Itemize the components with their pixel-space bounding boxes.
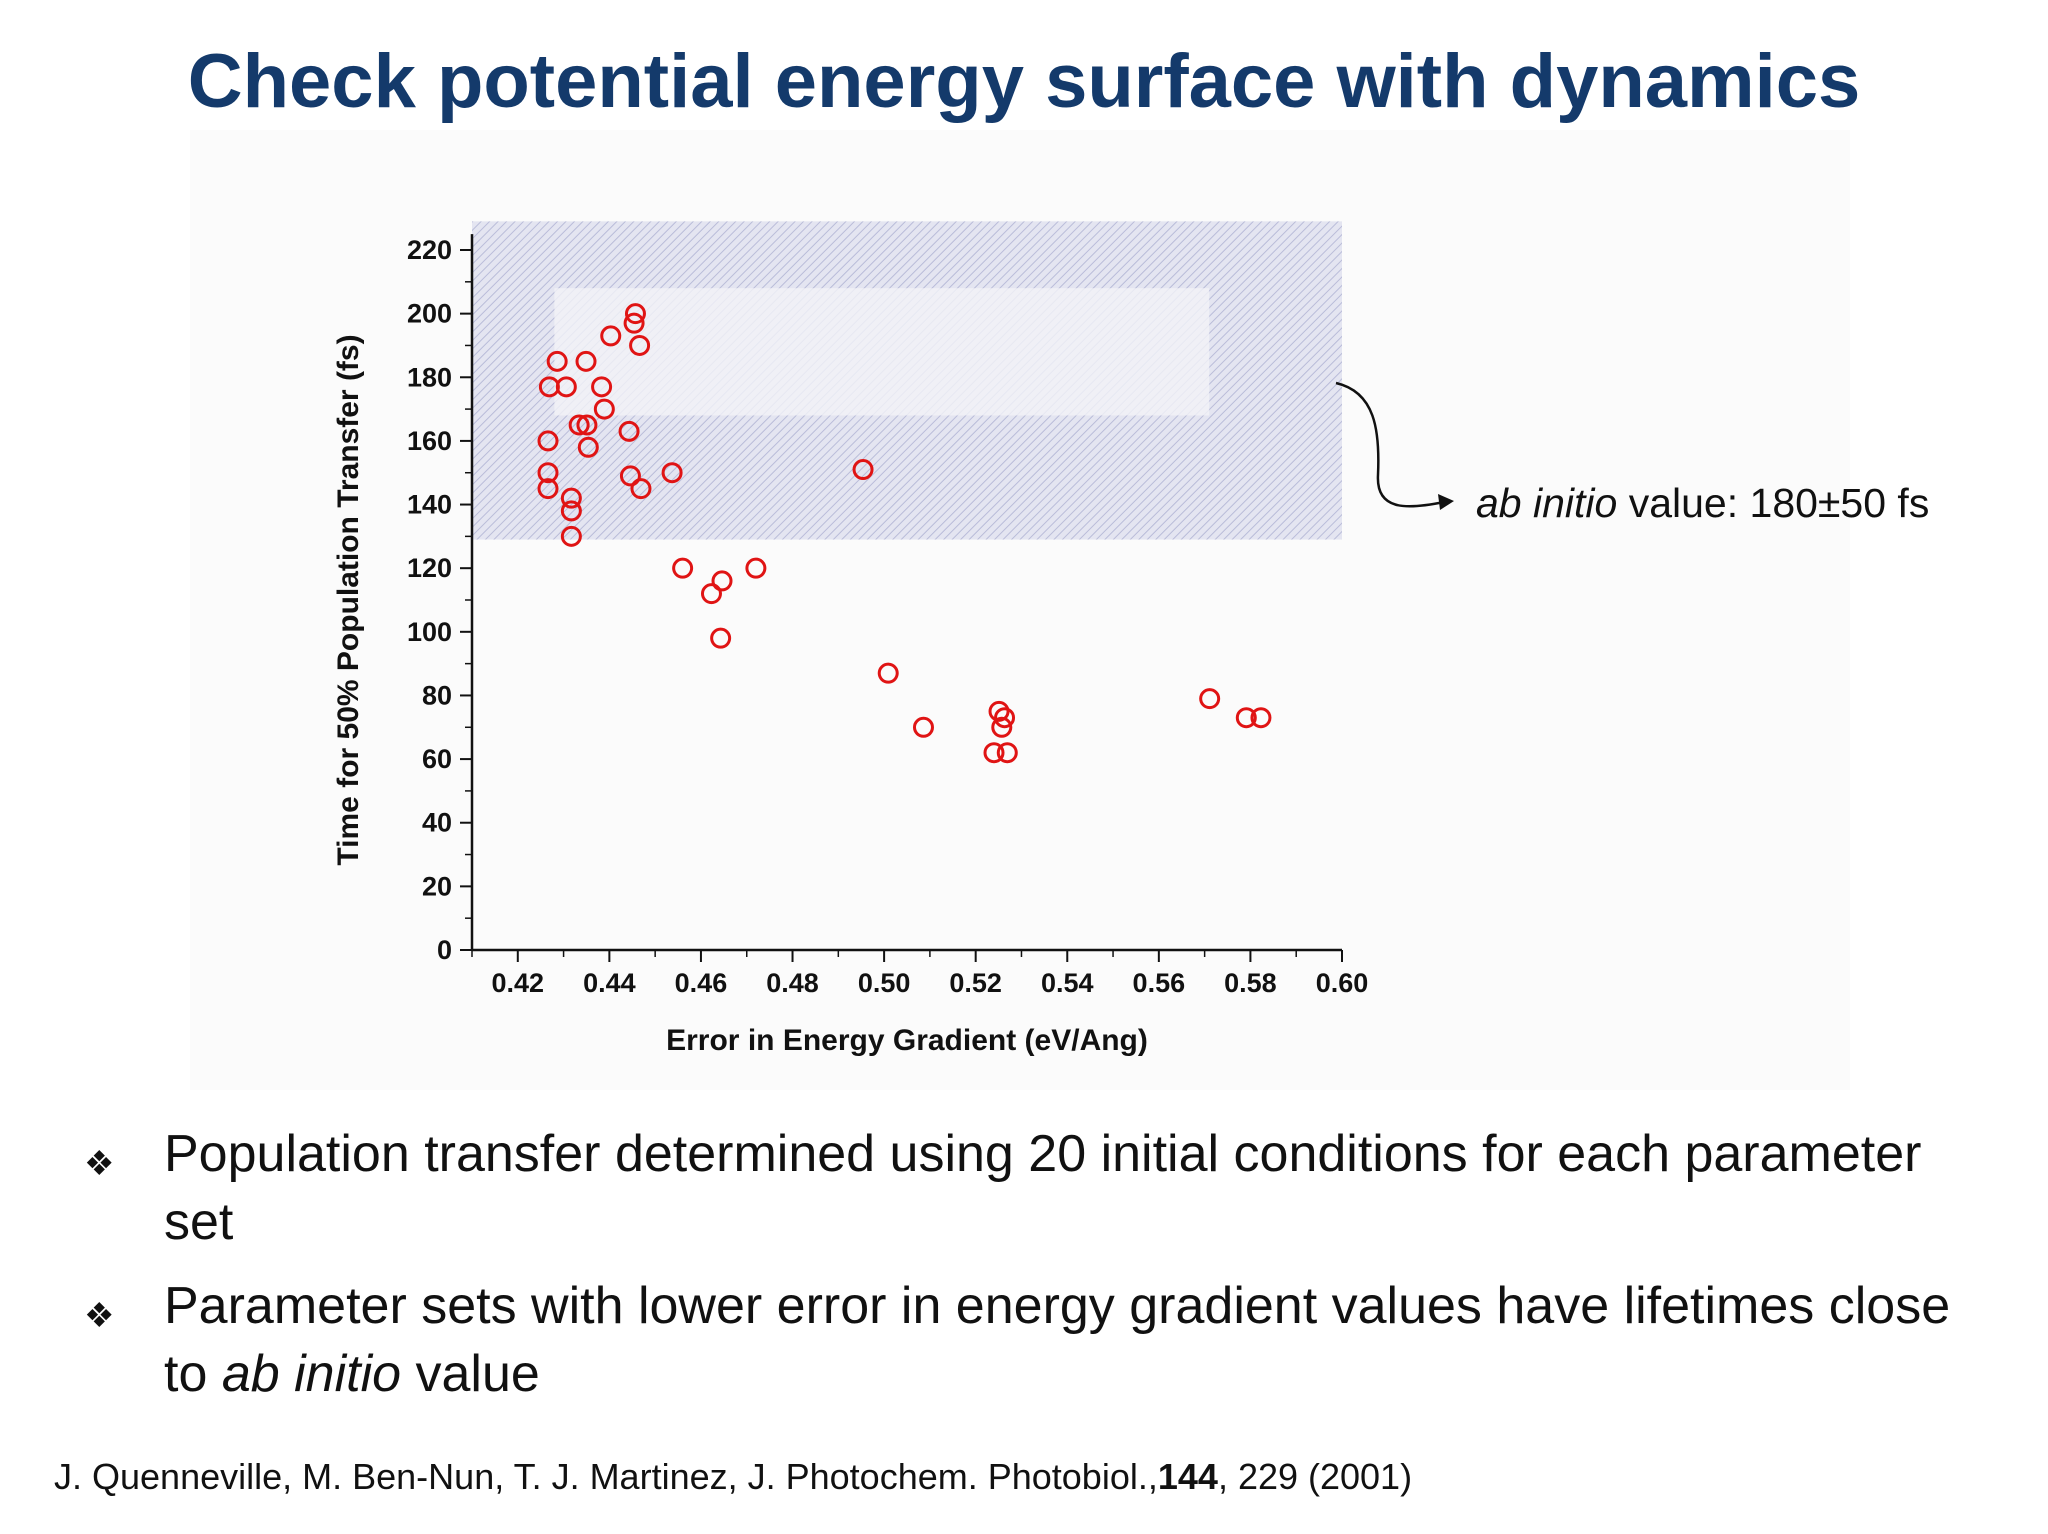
annotation-arrow: [1335, 381, 1445, 508]
data-point: [560, 525, 582, 547]
bullet-text: Parameter sets with lower error in energ…: [164, 1277, 1951, 1403]
data-point: [624, 303, 646, 325]
chart-panel: 0.42 0.44 0.46 0.48 0.50 0.52 0.54 0.56 0.58 0.60…: [190, 130, 1850, 1090]
data-point: [672, 557, 694, 579]
data-point: [661, 462, 683, 484]
citation: J. Quenneville, M. Ben-Nun, T. J. Martin…: [54, 1456, 1412, 1498]
data-point: [1250, 707, 1272, 729]
y-tick-label: 40: [422, 808, 452, 838]
data-point: [991, 716, 1013, 738]
y-tick-label: 0: [437, 935, 452, 965]
citation-volume: 144: [1157, 1456, 1218, 1497]
x-tick-label: 0.58: [1224, 968, 1277, 998]
y-tick-label: 200: [407, 299, 452, 329]
bullet-text: Population transfer determined using 20 …: [164, 1125, 1922, 1251]
x-axis-label: Error in Energy Gradient (eV/Ang): [666, 1024, 1148, 1057]
x-tick-label: 0.60: [1316, 968, 1369, 998]
scatter-chart: 0.42 0.44 0.46 0.48 0.50 0.52 0.54 0.56 0.58 0.60…: [332, 221, 1454, 1057]
y-tick-label: 100: [407, 617, 452, 647]
data-point: [577, 436, 599, 458]
citation-authors: J. Quenneville, M. Ben-Nun, T. J. Martin…: [54, 1456, 1158, 1497]
bullet-text-italic: ab initio: [221, 1345, 402, 1403]
y-tick-label: 80: [422, 680, 452, 710]
data-point: [1235, 707, 1257, 729]
data-point: [996, 742, 1018, 764]
citation-pages: , 229 (2001): [1217, 1456, 1413, 1497]
data-point: [546, 350, 568, 372]
annotation-arrow-head: [1438, 494, 1454, 510]
band-highlight: [554, 288, 1210, 416]
y-axis-label: Time for 50% Population Transfer (fs): [332, 334, 365, 865]
data-point: [877, 662, 899, 684]
x-tick-label: 0.54: [1041, 968, 1094, 998]
data-point: [537, 478, 559, 500]
data-point: [630, 478, 652, 500]
data-point: [988, 700, 1010, 722]
y-tick-label: 160: [407, 426, 452, 456]
x-tick-label: 0.46: [675, 968, 728, 998]
x-tick-label: 0.42: [492, 968, 545, 998]
bullet-item: ❖ Population transfer determined using 2…: [84, 1120, 1984, 1256]
data-point: [619, 465, 641, 487]
annotation-italic: ab initio: [1476, 480, 1618, 526]
data-point: [711, 570, 733, 592]
data-point: [629, 334, 651, 356]
bullet-list: ❖ Population transfer determined using 2…: [84, 1120, 1984, 1424]
data-point: [560, 500, 582, 522]
data-point: [710, 627, 732, 649]
y-tick-label: 120: [407, 553, 452, 583]
y-tick-label: 140: [407, 490, 452, 520]
data-point: [700, 583, 722, 605]
data-point: [537, 430, 559, 452]
data-point: [537, 462, 559, 484]
x-tick-label: 0.44: [583, 968, 636, 998]
y-tick-label: 60: [422, 744, 452, 774]
y-tick-label: 220: [407, 235, 452, 265]
data-point: [623, 312, 645, 334]
data-point: [745, 557, 767, 579]
y-tick-label: 20: [422, 871, 452, 901]
bullet-text-end: value: [401, 1345, 540, 1403]
data-point: [575, 350, 597, 372]
diamond-bullet-icon: ❖: [84, 1145, 115, 1183]
data-point: [618, 420, 640, 442]
data-point: [555, 376, 577, 398]
data-point: [912, 716, 934, 738]
data-point: [568, 414, 590, 436]
y-tick-label: 180: [407, 362, 452, 392]
x-tick-label: 0.48: [766, 968, 819, 998]
data-point: [591, 376, 613, 398]
x-tick-label: 0.50: [858, 968, 911, 998]
data-point: [600, 325, 622, 347]
x-tick-label: 0.52: [949, 968, 1002, 998]
data-point: [852, 459, 874, 481]
annotation-value: value: 180±50 fs: [1617, 480, 1930, 526]
x-tick-label: 0.56: [1133, 968, 1186, 998]
bullet-item: ❖ Parameter sets with lower error in ene…: [84, 1272, 1984, 1408]
diamond-bullet-icon: ❖: [84, 1297, 115, 1335]
slide-title: Check potential energy surface with dyna…: [187, 39, 1861, 124]
data-point: [994, 707, 1016, 729]
ab-initio-annotation: ab initio value: 180±50 fs: [1476, 480, 1929, 527]
data-point: [593, 398, 615, 420]
data-point: [1199, 688, 1221, 710]
data-point: [983, 742, 1005, 764]
data-point: [560, 487, 582, 509]
data-point: [576, 414, 598, 436]
